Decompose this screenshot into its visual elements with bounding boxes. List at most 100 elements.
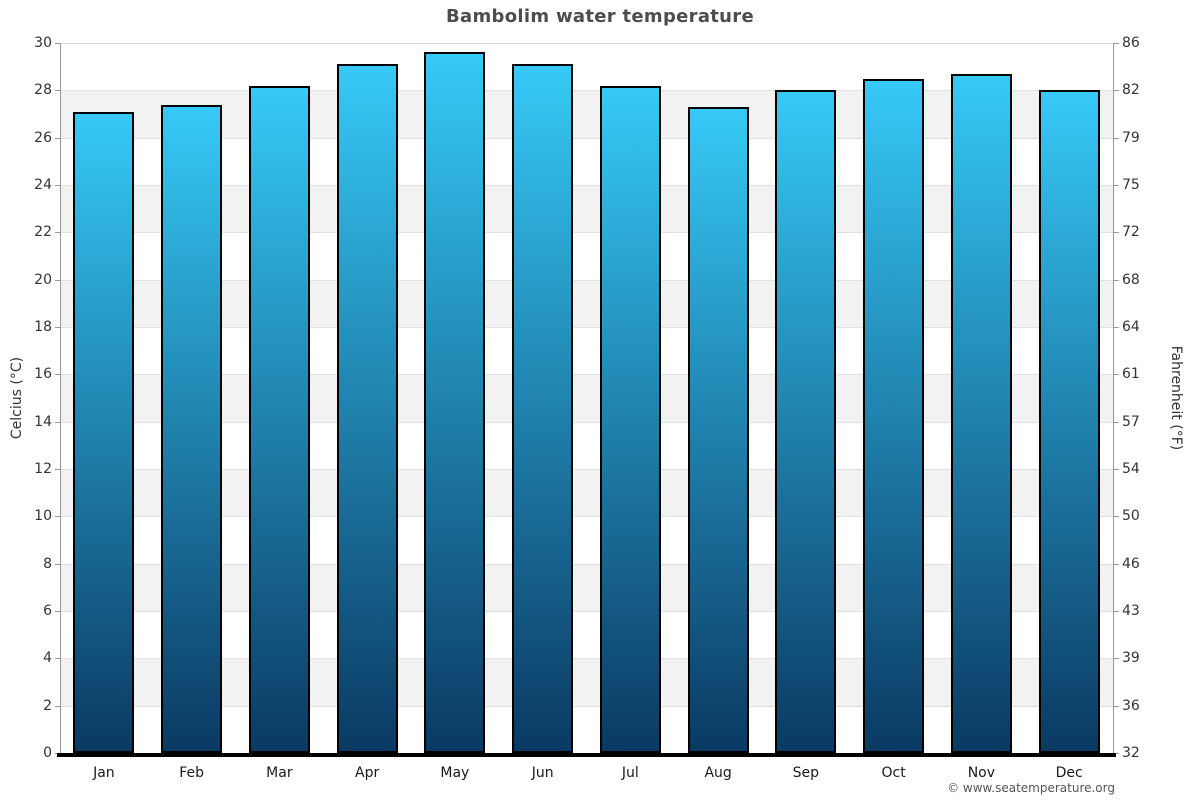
y-tick-label-fahrenheit-64: 64	[1122, 319, 1140, 335]
x-tick-label-aug: Aug	[704, 765, 732, 781]
y-tick-mark-right	[1114, 563, 1119, 565]
x-tick-label-mar: Mar	[266, 765, 293, 781]
x-tick-label-jun: Jun	[531, 765, 554, 781]
plot-band	[60, 90, 1113, 138]
bar-apr[interactable]	[336, 64, 398, 753]
y-axis-line-right	[1113, 43, 1114, 753]
bar-mar[interactable]	[248, 85, 310, 753]
bar-may[interactable]	[424, 52, 486, 753]
y-tick-label-celsius-0: 0	[43, 745, 52, 761]
y-tick-label-fahrenheit-86: 86	[1122, 35, 1140, 51]
y-tick-mark-right	[1114, 705, 1119, 707]
bar-dec[interactable]	[1038, 90, 1100, 753]
gridline	[60, 563, 1113, 565]
bar-jul[interactable]	[599, 85, 661, 753]
y-tick-label-fahrenheit-50: 50	[1122, 508, 1140, 525]
y-tick-mark-left	[55, 279, 60, 281]
plot-band	[60, 232, 1113, 280]
bar-oct[interactable]	[863, 78, 925, 753]
x-tick-label-jan: Jan	[93, 765, 115, 781]
y-tick-mark-left	[55, 232, 60, 234]
y-tick-label-fahrenheit-57: 57	[1122, 413, 1140, 430]
y-tick-label-celsius-2: 2	[43, 697, 52, 714]
y-tick-mark-left	[55, 658, 60, 660]
y-tick-mark-right	[1114, 90, 1119, 92]
x-tick-label-sep: Sep	[792, 765, 820, 781]
y-tick-mark-right	[1114, 658, 1119, 660]
y-tick-mark-left	[55, 374, 60, 376]
y-tick-mark-left	[55, 516, 60, 518]
chart-title: Bambolim water temperature	[446, 6, 754, 27]
y-tick-label-celsius-20: 20	[34, 271, 52, 288]
plot-band	[60, 705, 1113, 753]
x-tick-label-apr: Apr	[355, 765, 380, 781]
x-axis-baseline	[57, 753, 1116, 757]
bar-nov[interactable]	[950, 73, 1012, 753]
y-tick-mark-left	[55, 137, 60, 139]
y-tick-mark-left	[55, 611, 60, 612]
y-tick-label-celsius-12: 12	[34, 461, 52, 477]
y-tick-mark-right	[1114, 421, 1119, 423]
y-tick-label-fahrenheit-43: 43	[1122, 603, 1140, 619]
y-tick-label-celsius-8: 8	[43, 555, 52, 572]
bar-sep[interactable]	[775, 90, 837, 753]
y-tick-mark-left	[55, 563, 60, 565]
y-tick-label-celsius-10: 10	[34, 508, 52, 525]
y-tick-label-fahrenheit-79: 79	[1122, 129, 1140, 146]
y-tick-mark-left	[55, 90, 60, 92]
y-tick-mark-right	[1114, 327, 1119, 328]
y-tick-mark-left	[55, 421, 60, 423]
gridline	[60, 232, 1113, 234]
y-tick-label-fahrenheit-54: 54	[1122, 461, 1140, 477]
plot-band	[60, 374, 1113, 422]
plot-band	[60, 279, 1113, 327]
y-tick-label-fahrenheit-68: 68	[1122, 271, 1140, 288]
y-tick-mark-right	[1114, 753, 1119, 754]
y-tick-label-celsius-30: 30	[34, 35, 52, 51]
plot-band	[60, 563, 1113, 611]
plot-band	[60, 137, 1113, 185]
plot-band	[60, 611, 1113, 659]
bar-aug[interactable]	[687, 106, 749, 753]
y-tick-label-fahrenheit-39: 39	[1122, 650, 1140, 667]
y-tick-mark-right	[1114, 611, 1119, 612]
y-tick-label-fahrenheit-32: 32	[1122, 745, 1140, 761]
y-tick-mark-left	[55, 185, 60, 186]
plot-band	[60, 658, 1113, 706]
y-axis-line-left	[60, 43, 61, 753]
y-tick-mark-right	[1114, 137, 1119, 139]
y-tick-label-celsius-18: 18	[34, 319, 52, 335]
y-tick-label-fahrenheit-61: 61	[1122, 366, 1140, 383]
gridline	[60, 705, 1113, 707]
gridline	[60, 421, 1113, 423]
y-tick-mark-right	[1114, 516, 1119, 518]
gridline	[60, 279, 1113, 281]
plot-band	[60, 327, 1113, 375]
y-tick-mark-right	[1114, 185, 1119, 186]
y-tick-mark-right	[1114, 43, 1119, 44]
gridline	[60, 43, 1113, 44]
x-tick-label-dec: Dec	[1055, 765, 1083, 781]
y-tick-label-fahrenheit-36: 36	[1122, 697, 1140, 714]
y-tick-label-celsius-16: 16	[34, 366, 52, 383]
bar-jan[interactable]	[73, 111, 135, 753]
y-tick-label-fahrenheit-46: 46	[1122, 555, 1140, 572]
plot-band	[60, 516, 1113, 564]
y-tick-label-celsius-24: 24	[34, 177, 52, 193]
y-tick-mark-left	[55, 469, 60, 470]
y-tick-label-celsius-22: 22	[34, 224, 52, 241]
gridline	[60, 137, 1113, 139]
y-tick-label-celsius-26: 26	[34, 129, 52, 146]
y-tick-label-fahrenheit-82: 82	[1122, 82, 1140, 99]
gridline	[60, 90, 1113, 92]
gridline	[60, 469, 1113, 470]
y-tick-mark-left	[55, 705, 60, 707]
y-tick-mark-left	[55, 43, 60, 44]
bar-feb[interactable]	[161, 104, 223, 753]
gridline	[60, 374, 1113, 376]
x-tick-label-jul: Jul	[621, 765, 639, 781]
y-tick-mark-right	[1114, 469, 1119, 470]
y-tick-mark-right	[1114, 374, 1119, 376]
bar-jun[interactable]	[512, 64, 574, 753]
